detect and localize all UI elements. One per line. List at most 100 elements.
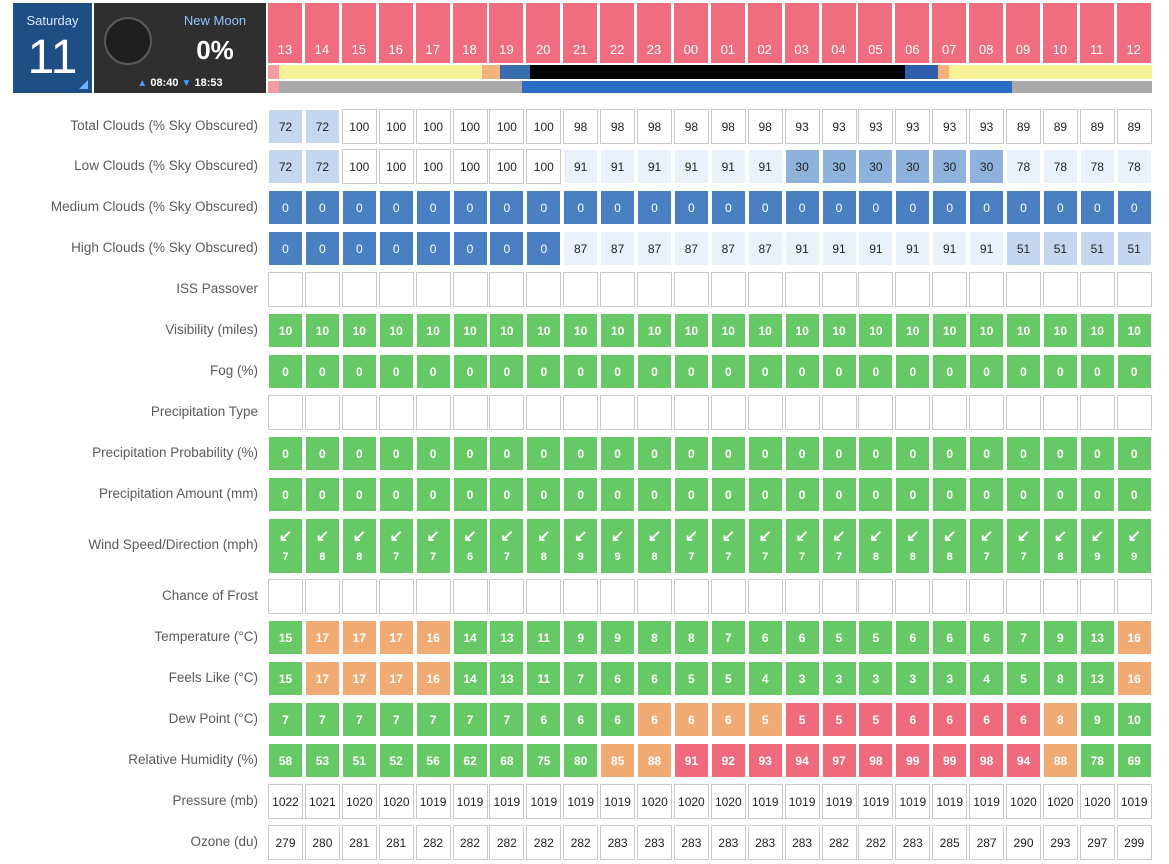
data-cell: 87: [673, 231, 709, 266]
wind-speed: 9: [1094, 551, 1101, 563]
data-cell: 0: [489, 436, 525, 471]
bar-segment: [949, 65, 1152, 79]
data-cell: 10: [1042, 313, 1078, 348]
data-cell: [526, 395, 562, 430]
data-cell: 0: [452, 354, 488, 389]
data-cell: 14: [452, 661, 488, 696]
data-cell: 15: [268, 620, 303, 655]
row-label: Chance of Frost: [161, 587, 258, 603]
data-cell: 53: [304, 743, 340, 778]
data-cell: 1019: [489, 784, 525, 819]
data-cell: 6: [895, 620, 931, 655]
data-cell: [858, 395, 894, 430]
data-cell: [895, 395, 931, 430]
data-cell: ↙ 7: [969, 518, 1005, 574]
data-cell: 5: [821, 702, 857, 737]
data-cell: 6: [637, 702, 672, 737]
data-cell: 0: [1006, 477, 1041, 512]
data-cell: [895, 579, 931, 614]
hour-label-text: 15: [351, 42, 367, 57]
data-cell: 87: [747, 231, 783, 266]
hour-label: 19: [489, 3, 524, 63]
data-cell: 4: [969, 661, 1005, 696]
data-cell: 279: [268, 825, 303, 860]
data-cell: 0: [1079, 354, 1115, 389]
wind-speed: 7: [799, 551, 806, 563]
hour-label-text: 22: [609, 42, 625, 57]
data-cell: [415, 272, 451, 307]
data-cell: [489, 395, 525, 430]
moon-box: New Moon 0% ▲ 08:40 ▼ 18:53: [94, 3, 266, 93]
data-cell: [304, 272, 340, 307]
data-cell: 282: [452, 825, 488, 860]
wind-direction-icon: ↙: [352, 528, 366, 545]
data-cell: 7: [378, 702, 414, 737]
hour-label: 05: [858, 3, 893, 63]
data-cell: 281: [341, 825, 377, 860]
hour-label: 22: [600, 3, 635, 63]
hour-label-text: 18: [462, 42, 477, 57]
data-cell: 3: [932, 661, 968, 696]
wind-direction-icon: ↙: [979, 528, 994, 545]
data-cell: 3: [858, 661, 894, 696]
data-cell: 91: [969, 231, 1005, 266]
data-cell: 1020: [1079, 784, 1115, 819]
data-cell: 0: [1006, 436, 1041, 471]
row-label: Fog (%): [209, 362, 258, 378]
hour-label-text: 08: [978, 42, 994, 57]
data-cell: 72: [304, 109, 340, 144]
data-cell: 0: [821, 477, 857, 512]
row-label: High Clouds (% Sky Obscured): [71, 239, 258, 255]
data-cell: 0: [304, 436, 340, 471]
wind-direction-icon: ↙: [389, 528, 403, 545]
data-cell: 7: [452, 702, 488, 737]
hour-label-text: 14: [314, 42, 330, 57]
data-cell: 1019: [932, 784, 968, 819]
data-cell: 9: [600, 620, 636, 655]
data-cell: 94: [1006, 743, 1041, 778]
data-cell: 0: [268, 477, 303, 512]
data-cell: 6: [526, 702, 562, 737]
data-cell: 0: [969, 436, 1005, 471]
wind-speed: 7: [503, 551, 510, 563]
data-cell: 0: [452, 231, 488, 266]
data-cell: ↙ 9: [600, 518, 636, 574]
data-cell: [304, 395, 340, 430]
data-cell: 1020: [1042, 784, 1078, 819]
data-cell: 7: [415, 702, 451, 737]
data-cell: 98: [563, 109, 599, 144]
data-cell: 0: [821, 436, 857, 471]
data-cell: 8: [1042, 702, 1078, 737]
data-cell: 98: [637, 109, 672, 144]
data-cell: 10: [1079, 313, 1115, 348]
hour-label-text: 11: [1090, 42, 1104, 57]
data-cell: [600, 395, 636, 430]
data-cell: ↙ 9: [563, 518, 599, 574]
data-cell: 6: [710, 702, 746, 737]
data-cell: 91: [821, 231, 857, 266]
data-cell: 0: [563, 190, 599, 225]
data-cell: 0: [1116, 354, 1152, 389]
wind-direction-icon: ↙: [1016, 528, 1031, 545]
data-cell: 5: [1006, 661, 1041, 696]
data-cell: 56: [415, 743, 451, 778]
data-cell: 85: [600, 743, 636, 778]
data-cell: 0: [341, 436, 377, 471]
data-cell: 0: [747, 436, 783, 471]
data-cell: 17: [304, 661, 340, 696]
data-cell: 10: [895, 313, 931, 348]
moonrise-arrow-icon: ▲: [137, 78, 148, 89]
data-cell: [1079, 272, 1115, 307]
hour-label-text: 01: [720, 42, 736, 57]
data-cell: ↙ 8: [341, 518, 377, 574]
data-cell: 89: [1116, 109, 1152, 144]
data-cell: 0: [415, 190, 451, 225]
wind-direction-icon: ↙: [278, 528, 293, 545]
data-cell: [637, 579, 672, 614]
data-cell: 0: [304, 231, 340, 266]
data-cell: [526, 579, 562, 614]
data-cell: 1020: [1006, 784, 1041, 819]
wind-speed: 8: [909, 551, 916, 563]
data-cell: ↙ 8: [526, 518, 562, 574]
data-cell: [341, 272, 377, 307]
